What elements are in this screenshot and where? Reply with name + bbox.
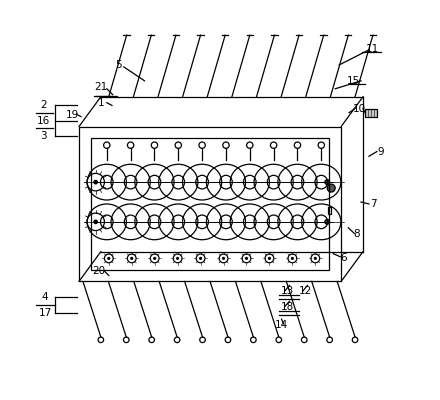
Text: 19: 19: [66, 110, 79, 120]
Circle shape: [176, 257, 179, 260]
Text: 11: 11: [367, 44, 380, 54]
Circle shape: [107, 257, 110, 260]
Text: 17: 17: [39, 308, 52, 318]
Circle shape: [314, 257, 317, 260]
Text: 8: 8: [354, 229, 360, 239]
Bar: [365, 109, 377, 116]
Text: 18: 18: [281, 302, 294, 312]
Text: 7: 7: [370, 199, 376, 209]
Text: 13: 13: [281, 286, 294, 296]
Bar: [328, 207, 331, 214]
Text: 1: 1: [98, 98, 104, 108]
Circle shape: [199, 257, 202, 260]
Text: 6: 6: [340, 252, 346, 262]
Circle shape: [93, 220, 98, 224]
Text: 14: 14: [275, 320, 288, 330]
Text: 16: 16: [37, 116, 50, 126]
Text: 9: 9: [378, 147, 384, 157]
Text: 5: 5: [115, 60, 122, 70]
Circle shape: [327, 184, 335, 192]
Text: 12: 12: [299, 286, 312, 296]
Circle shape: [325, 180, 330, 184]
Text: 3: 3: [40, 132, 47, 142]
Circle shape: [291, 257, 294, 260]
Text: 4: 4: [42, 292, 48, 302]
Text: 15: 15: [346, 76, 359, 86]
Circle shape: [222, 257, 225, 260]
Circle shape: [245, 257, 248, 260]
Text: 21: 21: [94, 82, 107, 92]
Bar: [79, 126, 341, 282]
Circle shape: [93, 180, 98, 184]
Circle shape: [325, 220, 330, 224]
Circle shape: [153, 257, 156, 260]
Circle shape: [268, 257, 271, 260]
Circle shape: [130, 257, 133, 260]
Text: 20: 20: [92, 266, 106, 276]
Bar: [91, 138, 329, 270]
Text: 10: 10: [352, 104, 366, 114]
Text: 2: 2: [40, 100, 47, 110]
